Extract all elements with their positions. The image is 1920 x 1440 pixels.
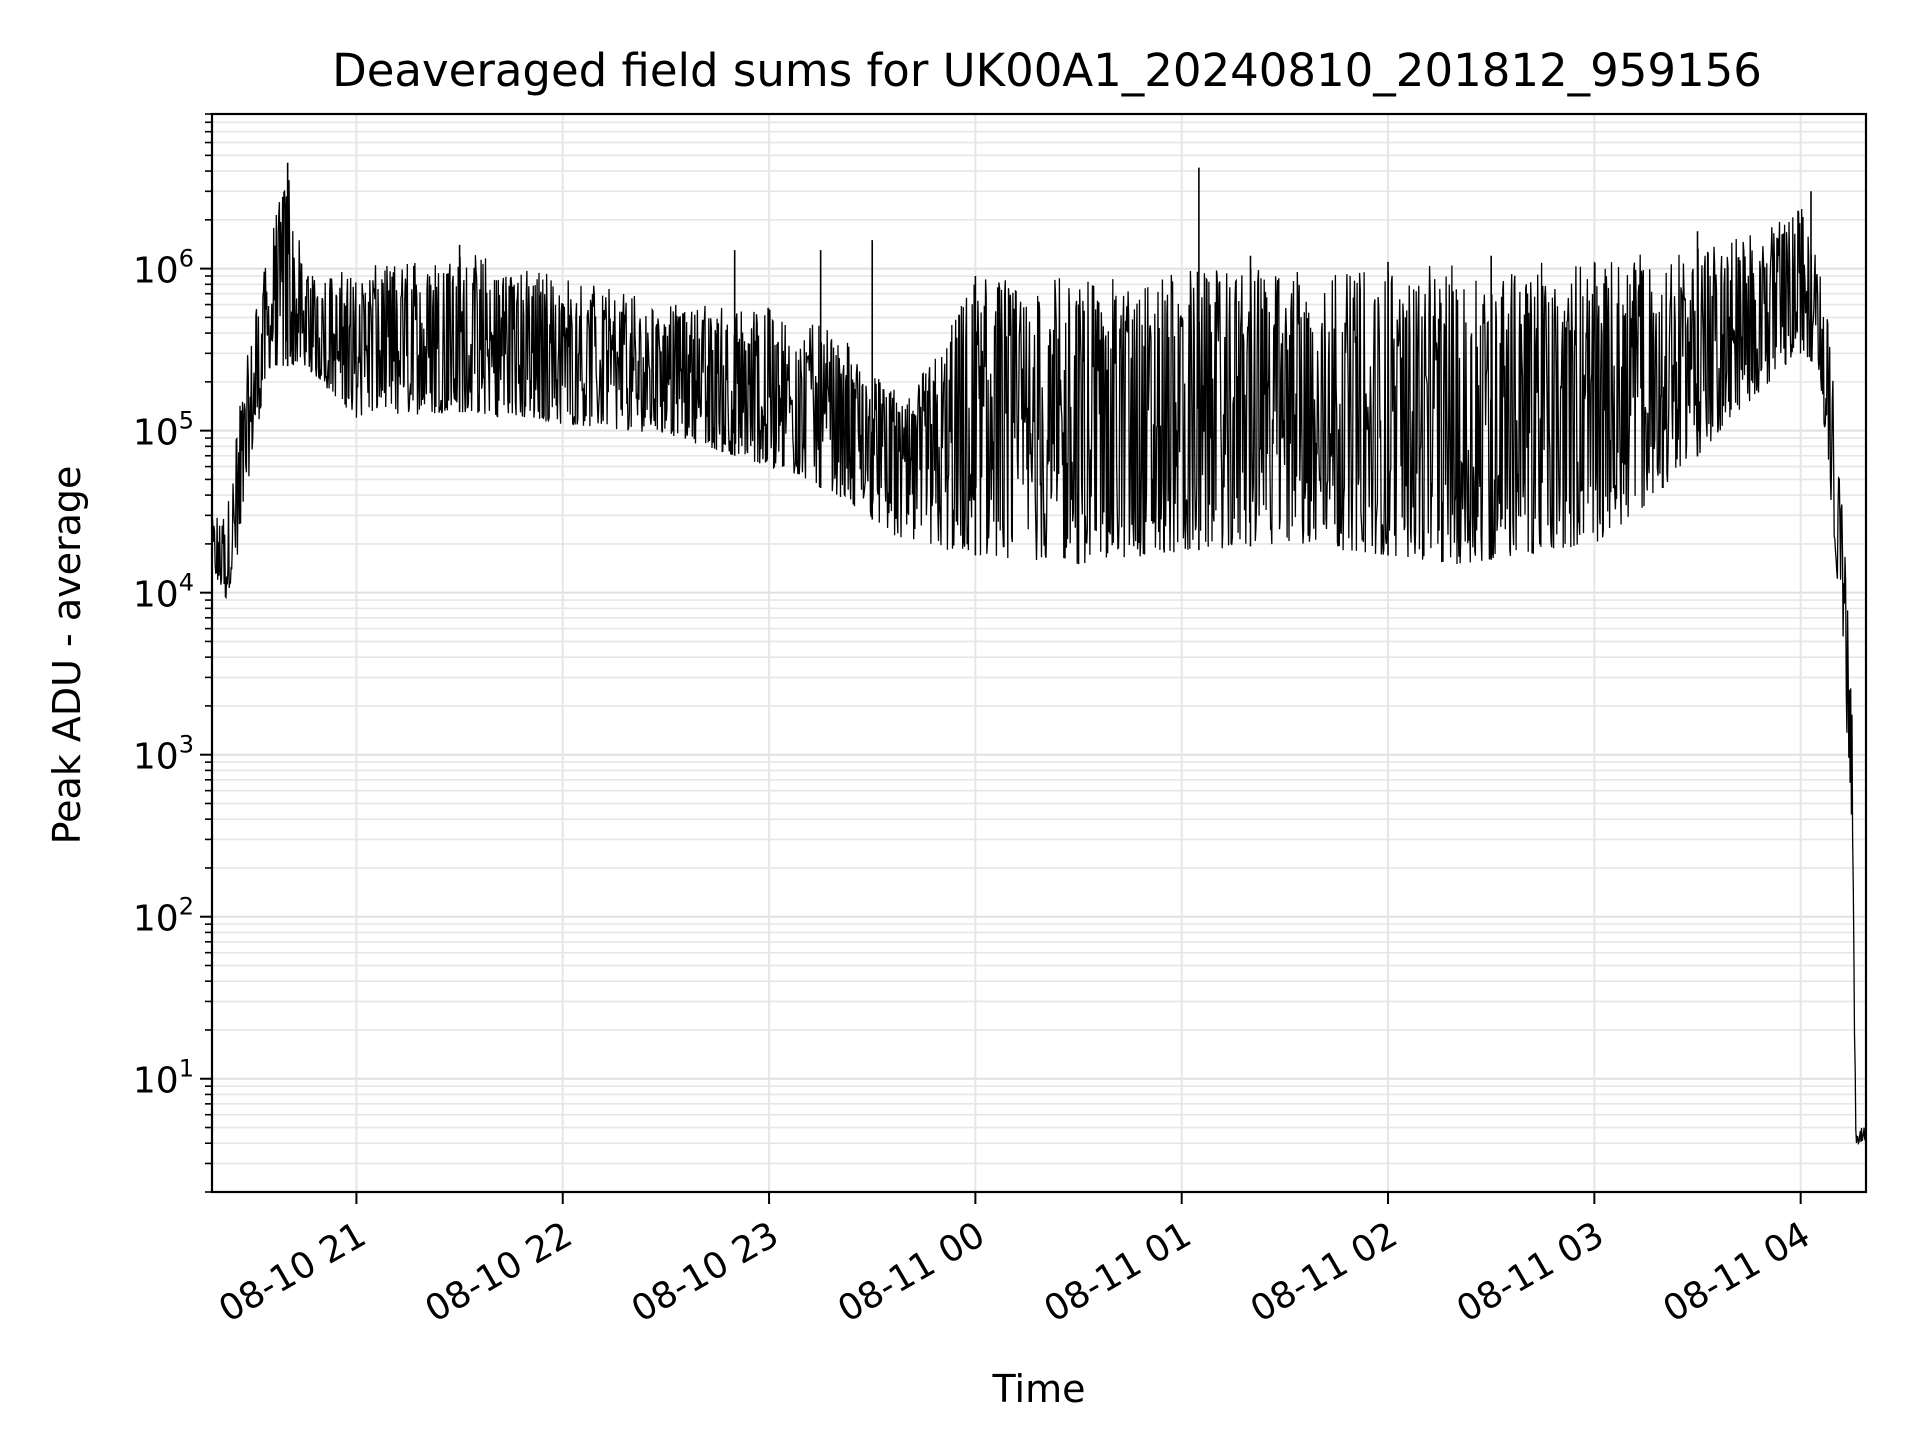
x-axis-label: Time <box>992 1367 1086 1411</box>
y-tick-label: 101 <box>133 1055 194 1102</box>
y-tick-exponent: 5 <box>179 407 194 435</box>
x-tick-label: 08-11 02 <box>1244 1214 1405 1330</box>
x-tick-label: 08-11 00 <box>831 1214 992 1330</box>
x-tick-label: 08-11 01 <box>1038 1214 1199 1330</box>
x-tick-label: 08-10 23 <box>625 1214 786 1330</box>
y-tick-label: 102 <box>133 893 194 940</box>
y-tick-base: 10 <box>133 251 179 292</box>
y-tick-base: 10 <box>133 575 179 616</box>
y-tick-exponent: 6 <box>179 245 194 273</box>
y-axis-label: Peak ADU - average <box>45 466 89 845</box>
y-tick-base: 10 <box>133 413 179 454</box>
series-line <box>211 180 1867 1146</box>
y-tick-exponent: 3 <box>179 731 194 759</box>
plot-frame <box>210 112 1868 1194</box>
chart-title: Deaveraged field sums for UK00A1_2024081… <box>332 44 1762 97</box>
y-tick-base: 10 <box>133 1061 179 1102</box>
y-tick-exponent: 1 <box>179 1055 194 1083</box>
x-tick-label: 08-10 21 <box>212 1214 373 1330</box>
y-tick-exponent: 2 <box>179 893 194 921</box>
y-tick-exponent: 4 <box>179 569 194 597</box>
y-tick-base: 10 <box>133 899 179 940</box>
y-tick-label: 106 <box>133 245 194 292</box>
y-tick-label: 105 <box>133 407 194 454</box>
x-tick-label: 08-11 03 <box>1450 1214 1611 1330</box>
x-tick-label: 08-11 04 <box>1656 1214 1817 1330</box>
y-tick-label: 104 <box>133 569 194 616</box>
x-tick-label: 08-10 22 <box>419 1214 580 1330</box>
series-layer <box>211 162 1867 1146</box>
y-tick-base: 10 <box>133 737 179 778</box>
y-tick-label: 103 <box>133 731 194 778</box>
